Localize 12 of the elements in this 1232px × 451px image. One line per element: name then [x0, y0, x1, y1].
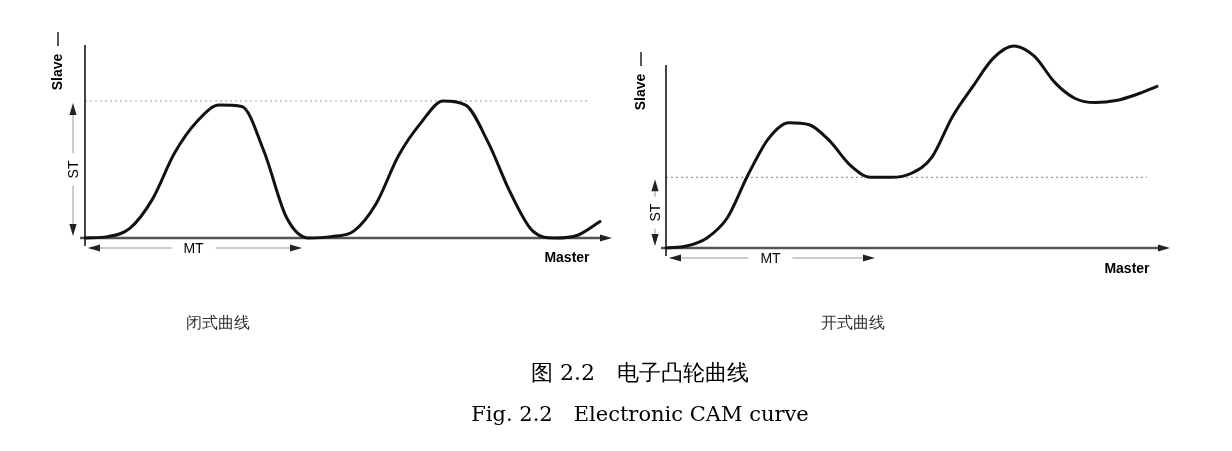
- text: 开式曲线: [821, 313, 885, 332]
- text: ST: [647, 203, 663, 222]
- y-axis-title: Slave: [632, 73, 648, 111]
- x-axis-title: Master: [544, 249, 591, 265]
- text: 闭式曲线: [186, 313, 250, 332]
- text: ST: [65, 160, 81, 179]
- text: MT: [183, 240, 205, 256]
- x-axis-title: Master: [1104, 260, 1151, 276]
- text: 图 2.2 电子凸轮曲线: [531, 360, 749, 385]
- y-axis-title: Slave: [49, 53, 65, 91]
- text: MT: [760, 250, 782, 266]
- text: Fig. 2.2 Electronic CAM curve: [471, 402, 809, 426]
